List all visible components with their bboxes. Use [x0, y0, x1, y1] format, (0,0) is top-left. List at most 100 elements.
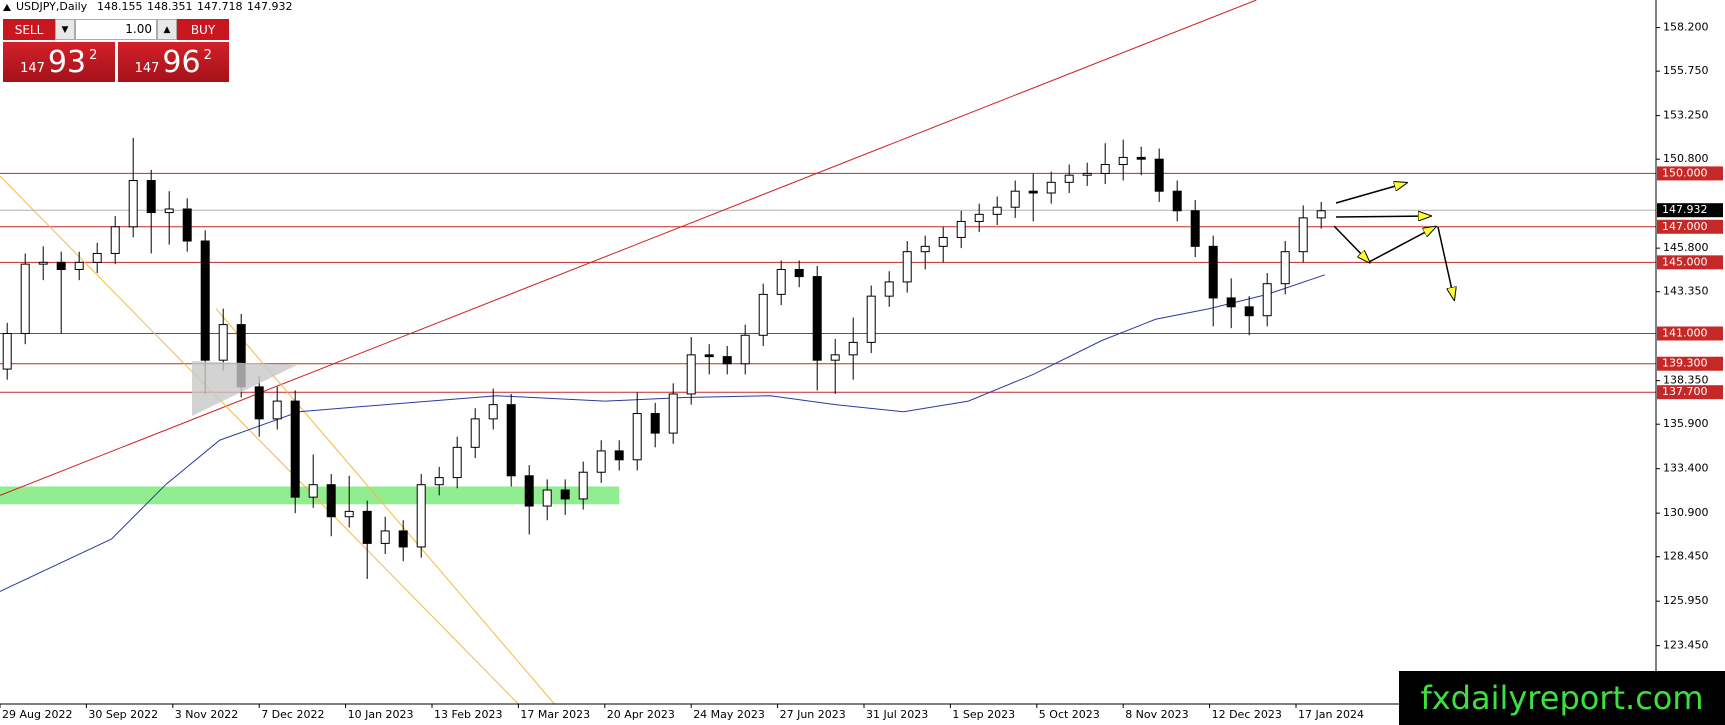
level-label: 137.700	[1662, 385, 1708, 398]
y-tick-label: 143.350	[1663, 285, 1709, 298]
candle-body	[92, 252, 102, 263]
candle-body	[110, 226, 120, 254]
candle-body	[1154, 158, 1164, 192]
gray-triangle	[192, 361, 297, 416]
x-tick-label: 27 Jun 2023	[780, 708, 846, 721]
candle-body	[1136, 156, 1146, 160]
candle-body	[992, 206, 1002, 215]
candle-body	[488, 404, 498, 420]
candle-body	[1028, 190, 1038, 194]
candle-body	[344, 510, 354, 518]
y-tick-label: 135.900	[1663, 417, 1709, 430]
x-tick-label: 30 Sep 2022	[88, 708, 158, 721]
candle-body	[398, 530, 408, 548]
candle-body	[1298, 217, 1308, 253]
candle-body	[794, 268, 804, 278]
candle-body	[1046, 181, 1056, 194]
candle-body	[362, 510, 372, 544]
level-label: 141.000	[1662, 327, 1708, 340]
candle-body	[866, 295, 876, 343]
level-label: 139.300	[1662, 357, 1708, 370]
candle-body	[1082, 172, 1092, 176]
candle-body	[758, 293, 768, 336]
arrow	[1335, 216, 1430, 217]
x-tick-label: 3 Nov 2022	[175, 708, 238, 721]
candle-body	[182, 208, 192, 242]
candle-body	[1100, 164, 1110, 174]
trendline	[0, 0, 1257, 496]
candle-body	[722, 356, 732, 365]
moving-average	[0, 274, 1325, 592]
y-tick-label: 158.200	[1663, 21, 1709, 34]
level-label-bg	[1657, 166, 1723, 181]
y-tick-label: 153.250	[1663, 109, 1709, 122]
candle-body	[434, 477, 444, 486]
x-tick-label: 5 Oct 2023	[1039, 708, 1100, 721]
candle-body	[506, 404, 516, 477]
ohlc-value: 148.351	[147, 0, 193, 13]
candle-body	[1280, 251, 1290, 285]
level-label: 150.000	[1662, 166, 1708, 179]
buy-button[interactable]: BUY	[177, 19, 229, 40]
price-big: 147	[134, 60, 160, 76]
candle-body	[1010, 190, 1020, 208]
trendline	[0, 175, 519, 704]
y-tick-label: 150.800	[1663, 152, 1709, 165]
current-price-label: 147.932	[1662, 203, 1708, 216]
candle-body	[128, 180, 138, 228]
candle-body	[542, 489, 552, 507]
level-label-bg	[1657, 326, 1723, 341]
x-tick-label: 31 Jul 2023	[866, 708, 928, 721]
trade-panel: SELL ▼ 1.00 ▲ BUY 147 93 2 147 96 2	[3, 19, 229, 82]
candle-body	[776, 268, 786, 295]
sell-button[interactable]: SELL	[3, 19, 55, 40]
candle-body	[524, 475, 534, 507]
candle-body	[290, 400, 300, 498]
volume-down[interactable]: ▼	[55, 19, 75, 40]
y-tick-label: 123.450	[1663, 639, 1709, 652]
candle-body	[218, 324, 228, 361]
price-main: 93	[47, 44, 87, 80]
candle-body	[1190, 210, 1200, 247]
x-tick-label: 12 Dec 2023	[1212, 708, 1282, 721]
candle-body	[1226, 297, 1236, 308]
buy-price[interactable]: 147 96 2	[117, 42, 229, 82]
candle-body	[1316, 210, 1326, 219]
candle-body	[686, 354, 696, 395]
ohlc-value: 148.155	[97, 0, 143, 13]
x-tick-label: 7 Dec 2022	[261, 708, 324, 721]
candle-body	[920, 245, 930, 253]
x-tick-label: 17 Jan 2024	[1298, 708, 1364, 721]
y-tick-label: 125.950	[1663, 594, 1709, 607]
sell-price[interactable]: 147 93 2	[3, 42, 115, 82]
candle-body	[614, 450, 624, 461]
candle-body	[668, 393, 678, 434]
candle-body	[740, 334, 750, 365]
candle-body	[650, 413, 660, 434]
candle-body	[74, 261, 84, 270]
x-tick-label: 24 May 2023	[693, 708, 765, 721]
candle-body	[1118, 156, 1128, 166]
ohlc-value: 147.718	[197, 0, 243, 13]
candle-body	[56, 261, 66, 270]
candle-body	[1244, 306, 1254, 317]
y-tick-label: 130.900	[1663, 506, 1709, 519]
volume-up[interactable]: ▲	[157, 19, 177, 40]
candle-body	[308, 484, 318, 498]
candle-body	[2, 333, 12, 370]
plot-area	[0, 0, 1656, 704]
x-tick-label: 20 Apr 2023	[607, 708, 675, 721]
candle-body	[1064, 174, 1074, 183]
candle-body	[146, 180, 156, 214]
x-tick-label: 13 Feb 2023	[434, 708, 502, 721]
volume-input[interactable]: 1.00	[75, 19, 157, 40]
candle-body	[596, 450, 606, 473]
candle-body	[200, 240, 210, 361]
candle-body	[380, 530, 390, 544]
x-tick-label: 10 Jan 2023	[348, 708, 414, 721]
watermark: fxdailyreport.com	[1399, 671, 1725, 725]
candle-body	[38, 261, 48, 265]
candle-body	[884, 281, 894, 297]
